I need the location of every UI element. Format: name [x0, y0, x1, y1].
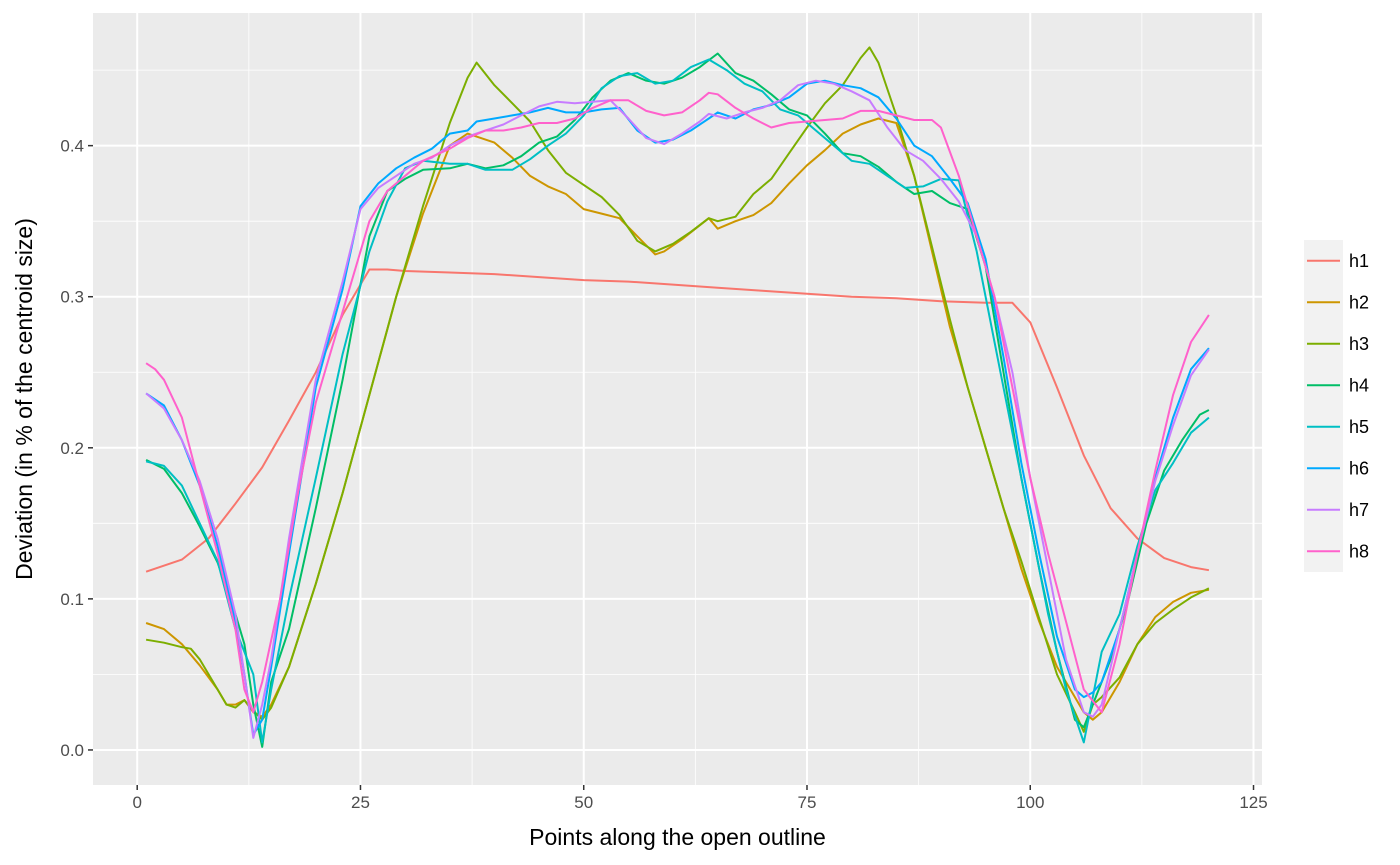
x-tick-label: 125	[1239, 793, 1267, 812]
series-line-h8	[145, 91, 1210, 714]
legend: h1 h2 h3 h4 h5 h6 h7 h8	[1304, 240, 1369, 572]
x-tick-label: 25	[351, 793, 370, 812]
legend-label-h7: h7	[1349, 500, 1369, 520]
legend-label-h1: h1	[1349, 251, 1369, 271]
legend-label-h8: h8	[1349, 541, 1369, 561]
legend-label-h4: h4	[1349, 375, 1369, 395]
x-axis-title: Points along the open outline	[529, 824, 826, 850]
legend-label-h6: h6	[1349, 458, 1369, 478]
series-line-h7	[145, 79, 1210, 739]
legend-label-h2: h2	[1349, 292, 1369, 312]
y-tick-label: 0.4	[60, 137, 84, 156]
series-lines	[145, 46, 1210, 748]
plot-panel	[93, 13, 1262, 785]
y-tick-label: 0.0	[60, 741, 84, 760]
x-tick-label: 100	[1016, 793, 1044, 812]
legend-label-h3: h3	[1349, 334, 1369, 354]
y-tick-label: 0.3	[60, 288, 84, 307]
legend-label-h5: h5	[1349, 417, 1369, 437]
axes: 0 25 50 75 100 125 0.0 0.1 0.2 0.3 0.4	[60, 137, 1267, 812]
x-tick-label: 75	[798, 793, 817, 812]
y-tick-label: 0.2	[60, 439, 84, 458]
y-tick-label: 0.1	[60, 590, 84, 609]
series-line-h5	[145, 58, 1210, 744]
y-axis-title: Deviation (in % of the centroid size)	[11, 218, 37, 580]
x-tick-label: 0	[132, 793, 141, 812]
grid-lines	[93, 13, 1262, 785]
x-tick-label: 50	[574, 793, 593, 812]
series-line-h1	[145, 268, 1210, 573]
